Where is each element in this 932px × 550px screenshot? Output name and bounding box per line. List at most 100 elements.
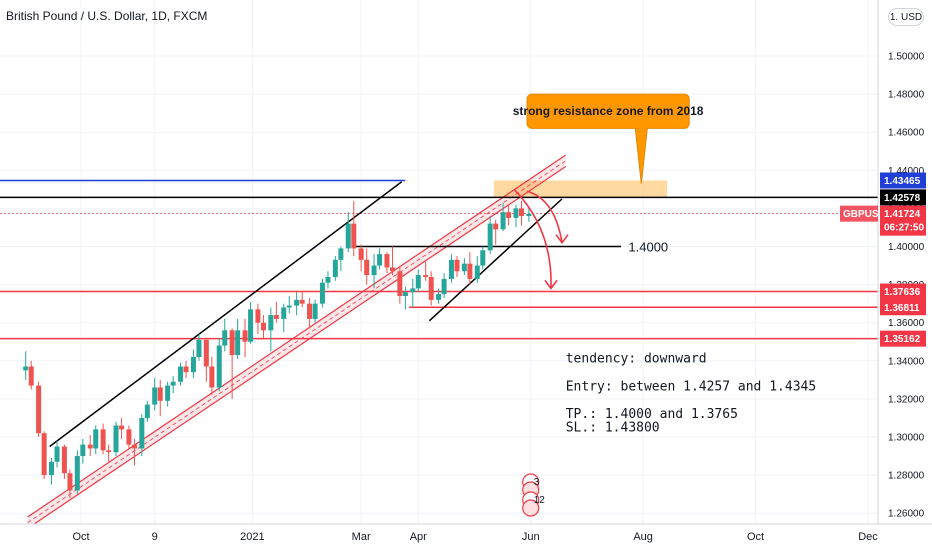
candle-body bbox=[113, 425, 119, 453]
time-axis-bg bbox=[0, 524, 932, 550]
price-tick-label: 1.48000 bbox=[888, 90, 925, 101]
candle-body bbox=[260, 322, 266, 331]
price-tag-label: 1.42578 bbox=[884, 193, 921, 204]
callout-pointer bbox=[634, 127, 648, 184]
candle-body bbox=[461, 263, 467, 272]
last-price-tag bbox=[880, 205, 926, 236]
candle-body bbox=[423, 275, 429, 277]
price-tick-label: 1.32000 bbox=[888, 394, 925, 405]
price-tick-label: 1.36000 bbox=[888, 318, 925, 329]
candle-body bbox=[493, 223, 499, 230]
candle-body bbox=[286, 305, 292, 308]
candle-body bbox=[183, 366, 189, 373]
candle-body bbox=[209, 366, 215, 388]
candle-body bbox=[36, 385, 42, 434]
resistance-zone bbox=[493, 180, 668, 198]
trendline bbox=[428, 198, 563, 322]
price-tag-label: 1.36811 bbox=[884, 303, 920, 314]
annotation-text: SL.: 1.43800 bbox=[566, 420, 660, 435]
candle-body bbox=[454, 259, 460, 272]
price-tick-label: 1.40000 bbox=[888, 242, 925, 253]
projection-arrows bbox=[513, 188, 569, 290]
candle-body bbox=[248, 309, 254, 342]
candle-body bbox=[513, 208, 519, 218]
candle-body bbox=[384, 254, 390, 268]
candle-body bbox=[474, 265, 480, 279]
symbol-label: GBPUSD bbox=[843, 209, 886, 220]
time-tick-label: Oct bbox=[747, 531, 764, 543]
time-axis[interactable]: Oct 9 2021 Mar Apr Jun Aug Oct Dec bbox=[0, 523, 932, 550]
candle-body bbox=[402, 292, 408, 297]
candle-body bbox=[467, 263, 473, 279]
candle-body bbox=[436, 294, 442, 300]
event-flag-icon[interactable] bbox=[522, 499, 540, 517]
countdown-label: 06:27:50 bbox=[884, 223, 924, 234]
candle-body bbox=[41, 433, 47, 476]
price-tick-label: 1.44000 bbox=[888, 166, 925, 177]
candle-body bbox=[157, 387, 163, 401]
time-tick-label: Jun bbox=[522, 531, 540, 543]
candle-body bbox=[54, 446, 60, 462]
down-arrow-head bbox=[555, 234, 569, 245]
time-tick-label: Mar bbox=[352, 531, 371, 543]
time-tick-label: 2021 bbox=[240, 531, 264, 543]
callout-box bbox=[526, 93, 690, 129]
callout-text: strong resistance zone from 2018 bbox=[513, 104, 704, 118]
candle-body bbox=[144, 404, 150, 418]
candle-body bbox=[500, 212, 506, 230]
time-tick-label: 9 bbox=[152, 531, 158, 543]
candle-body bbox=[178, 366, 184, 382]
candle-body bbox=[364, 259, 370, 276]
price-tag bbox=[880, 330, 926, 347]
annotation-text: tendency: downward bbox=[566, 352, 707, 367]
candle-body bbox=[28, 366, 34, 386]
candle-body bbox=[87, 444, 93, 449]
candle-body bbox=[93, 429, 99, 449]
candle-body bbox=[299, 299, 305, 304]
annotations: tendency: downward Entry: between 1.4257 … bbox=[566, 240, 816, 436]
candle-body bbox=[351, 223, 357, 249]
candle-body bbox=[100, 429, 106, 451]
candle-body bbox=[139, 417, 145, 449]
candle-body bbox=[216, 345, 222, 388]
candle-body bbox=[487, 223, 493, 251]
price-tag bbox=[880, 172, 926, 189]
horizontal-levels bbox=[0, 179, 878, 340]
candle-body bbox=[325, 276, 331, 283]
resistance-callout: strong resistance zone from 2018 bbox=[513, 93, 704, 184]
candle-body bbox=[312, 303, 318, 319]
candle-body bbox=[131, 444, 137, 449]
candle-body bbox=[235, 330, 241, 356]
time-tick-label: Apr bbox=[410, 531, 427, 543]
candle-body bbox=[61, 446, 67, 474]
candle-body bbox=[119, 425, 125, 430]
price-tick-label: 1.26000 bbox=[888, 509, 925, 520]
candle-body bbox=[319, 282, 325, 304]
price-tag bbox=[880, 299, 926, 316]
event-count: 12 bbox=[534, 495, 546, 506]
candle-body bbox=[152, 387, 158, 405]
candle-body bbox=[410, 288, 416, 293]
trendlines bbox=[49, 181, 563, 448]
event-badges[interactable]: 3 12 bbox=[522, 473, 546, 517]
candle-body bbox=[203, 339, 209, 367]
price-axis[interactable]: 1.500001.480001.460001.440001.420001.400… bbox=[840, 0, 932, 550]
candle-body bbox=[480, 250, 486, 266]
price-tick-label: 1.28000 bbox=[888, 471, 925, 482]
candle-body bbox=[397, 271, 403, 297]
rising-channel bbox=[27, 154, 567, 529]
price-tag bbox=[880, 189, 926, 206]
level-label-1-4000: 1.4000 bbox=[628, 240, 668, 255]
candle-body bbox=[49, 461, 55, 476]
candle-body bbox=[415, 275, 421, 289]
candles bbox=[23, 200, 532, 498]
last-price-label: 1.41724 bbox=[884, 209, 921, 220]
currency-button[interactable]: 1. USD bbox=[888, 8, 924, 26]
candle-body bbox=[338, 248, 344, 260]
candle-body bbox=[255, 309, 261, 323]
candle-body bbox=[526, 213, 532, 217]
price-tick-label: 1.46000 bbox=[888, 128, 925, 139]
candle-body bbox=[506, 212, 512, 218]
candle-body bbox=[428, 276, 434, 300]
